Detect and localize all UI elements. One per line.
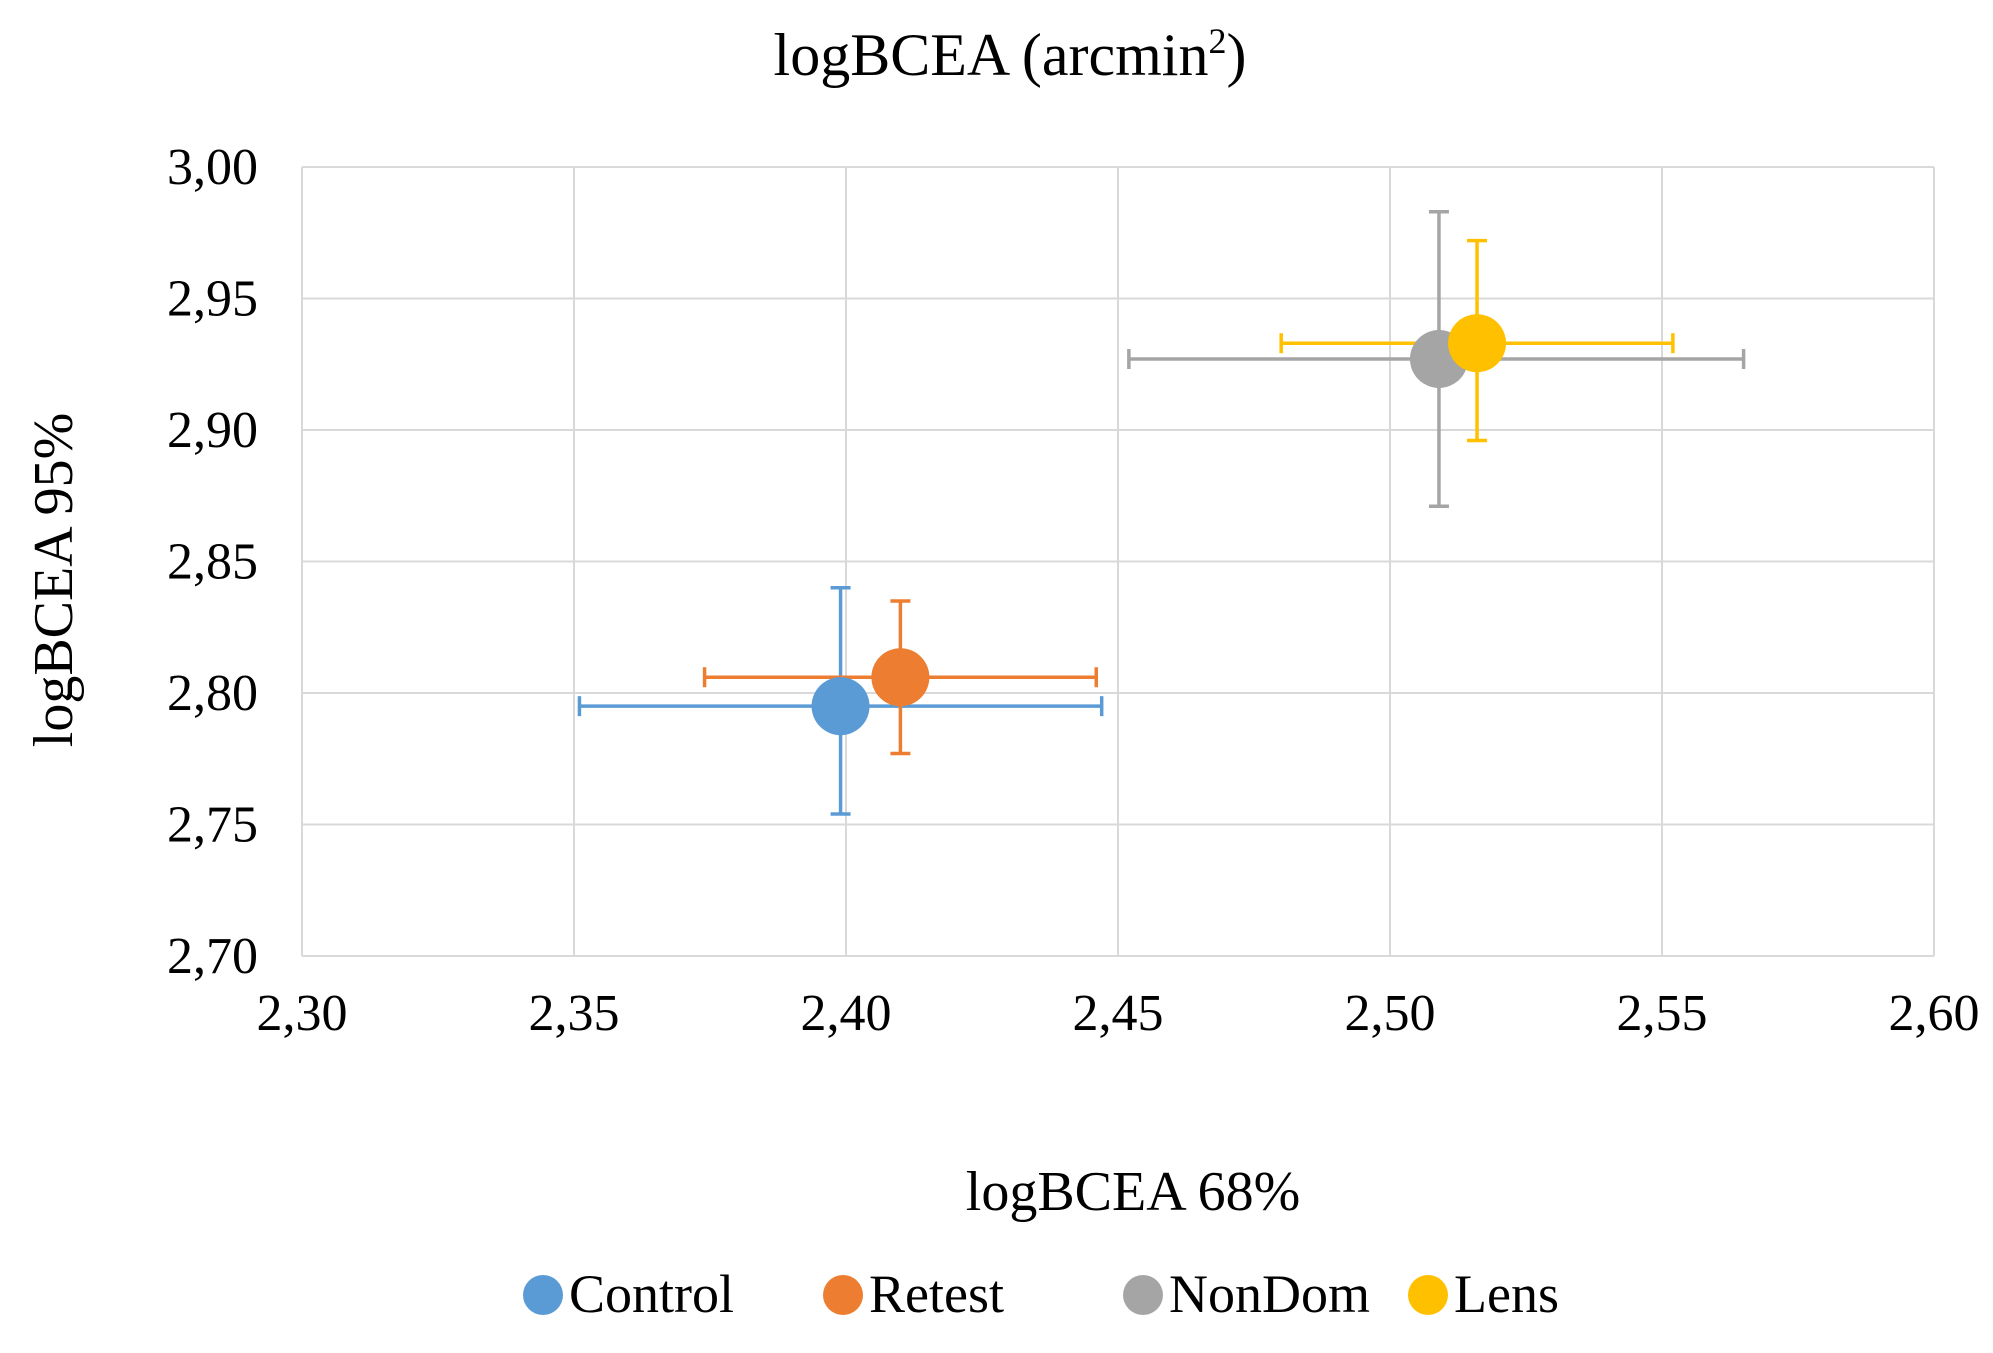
legend-label: NonDom: [1169, 1264, 1370, 1324]
y-tick-label: 2,85: [167, 534, 258, 591]
legend-item-retest: Retest: [823, 1264, 1004, 1324]
legend-item-nondom: NonDom: [1123, 1264, 1370, 1324]
y-tick-label: 2,75: [167, 797, 258, 854]
y-tick-label: 2,95: [167, 271, 258, 328]
legend-item-lens: Lens: [1408, 1264, 1559, 1324]
grid: [301, 166, 1935, 957]
error-bars: [577, 209, 1746, 816]
legend-marker: [1408, 1275, 1448, 1315]
x-tick-label: 2,45: [1073, 985, 1164, 1042]
x-tick-label: 2,35: [529, 985, 620, 1042]
x-axis-title: logBCEA 68%: [966, 1161, 1300, 1223]
y-tick-label: 3,00: [167, 139, 258, 196]
y-axis-ticks: 2,70 2,75 2,80 2,85 2,90 2,95 3,00: [167, 139, 258, 985]
data-points: [811, 314, 1507, 736]
x-axis-ticks: 2,30 2,35 2,40 2,45 2,50 2,55 2,60: [257, 985, 1980, 1042]
x-tick-label: 2,60: [1889, 985, 1980, 1042]
x-tick-label: 2,30: [257, 985, 348, 1042]
chart-title-superscript: 2: [1208, 21, 1226, 61]
y-axis-title: logBCEA 95%: [23, 413, 85, 747]
x-tick-label: 2,50: [1345, 985, 1436, 1042]
point-retest: [871, 648, 930, 707]
legend: Control Retest NonDom Lens: [523, 1264, 1559, 1324]
point-control: [811, 677, 870, 736]
legend-label: Retest: [869, 1264, 1004, 1324]
chart-title: logBCEA (arcmin2): [774, 21, 1247, 88]
chart-title-close: ): [1226, 22, 1246, 88]
legend-label: Lens: [1454, 1264, 1559, 1324]
y-tick-label: 2,70: [167, 928, 258, 985]
x-tick-label: 2,55: [1617, 985, 1708, 1042]
chart-title-text: logBCEA (arcmin: [774, 22, 1209, 88]
y-tick-label: 2,90: [167, 402, 258, 459]
legend-item-control: Control: [523, 1264, 734, 1324]
x-tick-label: 2,40: [801, 985, 892, 1042]
legend-label: Control: [569, 1264, 734, 1324]
legend-marker: [1123, 1275, 1163, 1315]
point-lens: [1448, 314, 1507, 373]
legend-marker: [823, 1275, 863, 1315]
y-tick-label: 2,80: [167, 665, 258, 722]
legend-marker: [523, 1275, 563, 1315]
